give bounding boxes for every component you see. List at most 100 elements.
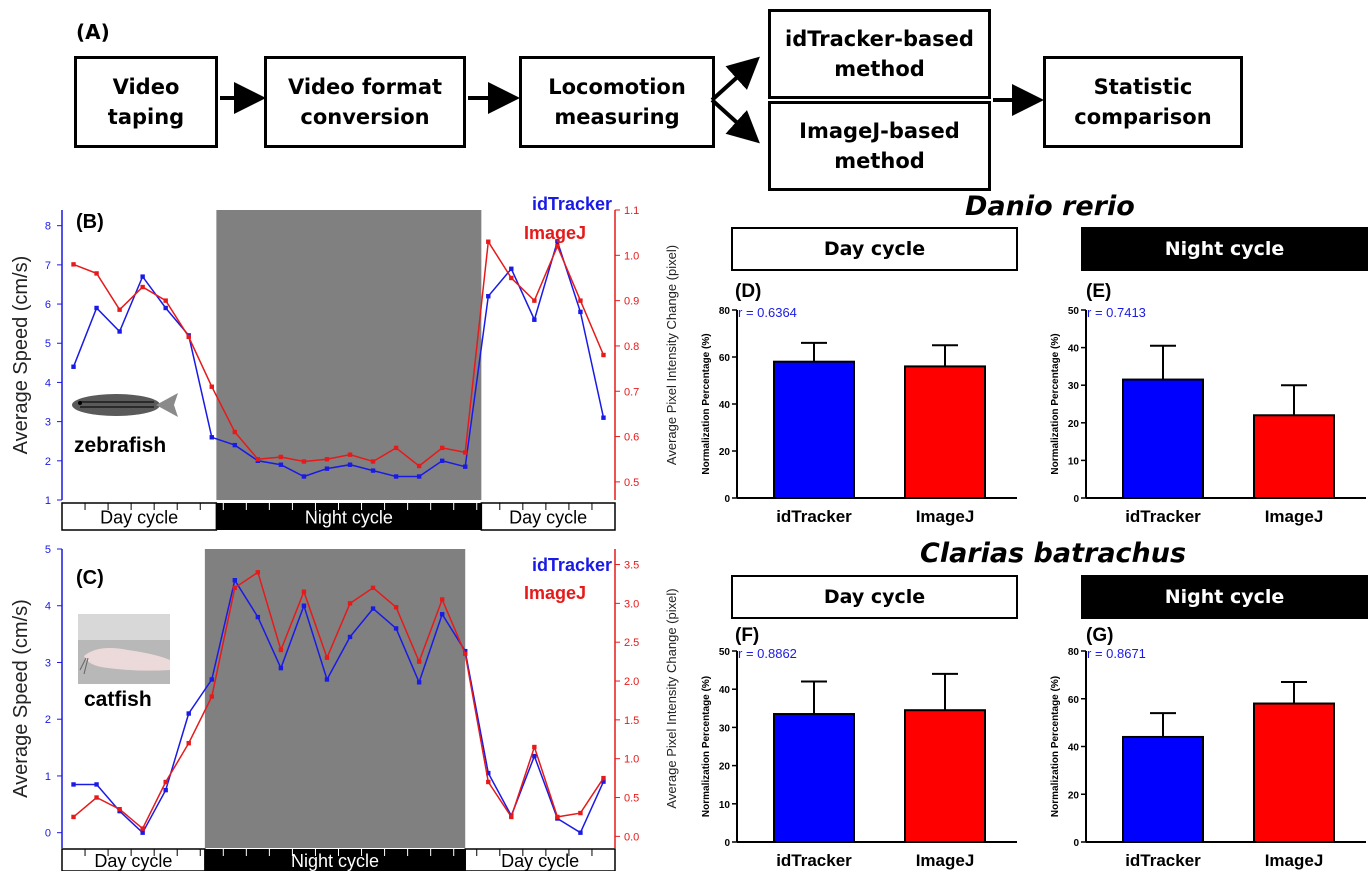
data-point [416, 474, 422, 479]
right-tick-label: 0.0 [624, 831, 639, 843]
panel-label: (E) [1086, 281, 1111, 302]
data-point [71, 782, 76, 787]
data-point [278, 462, 284, 467]
catfish-icon [78, 614, 170, 684]
category-label: idTracker [776, 851, 852, 870]
data-point [301, 474, 307, 479]
category-label: ImageJ [916, 507, 975, 526]
bar-idtracker [773, 713, 855, 844]
data-point [117, 329, 122, 334]
data-point [532, 298, 537, 303]
y-axis-title-left: Average Speed (cm/s) [10, 256, 32, 455]
y-tick-label: 0 [724, 838, 730, 849]
y-tick-label: 10 [1068, 456, 1080, 467]
line-chart-b: 1 2 3 4 5 6 7 8 0.5 0.6 0.7 0.8 0.9 1.0 1.1 Average Spe… [10, 194, 679, 531]
legend-imagej: ImageJ [524, 583, 586, 603]
data-point [347, 462, 353, 467]
y-tick-label: 50 [719, 647, 731, 658]
panel-label: (F) [735, 625, 759, 646]
cycle-box-night-danio: Night cycle [1081, 227, 1368, 271]
right-tick-label: 2.0 [624, 676, 639, 688]
data-point [347, 634, 353, 640]
right-tick-label: 1.0 [624, 250, 639, 262]
data-point [278, 665, 284, 671]
category-label: ImageJ [1265, 851, 1324, 870]
data-point [393, 605, 399, 610]
left-tick-label: 3 [45, 657, 51, 669]
data-point [347, 601, 353, 606]
y-tick-label: 40 [719, 685, 731, 696]
data-point [463, 450, 468, 455]
y-tick-label: 40 [1068, 344, 1080, 355]
right-tick-label: 1.5 [624, 715, 639, 727]
y-tick-label: 50 [1068, 306, 1080, 317]
data-point [601, 352, 606, 358]
data-point [71, 262, 76, 267]
y-tick-label: 10 [719, 800, 731, 811]
left-tick-label: 3 [45, 417, 51, 429]
cycle-box-day-clarias: Day cycle [731, 575, 1018, 619]
data-point [393, 445, 399, 451]
data-point [416, 463, 422, 469]
left-tick-label: 2 [45, 714, 51, 726]
right-tick-label: 3.5 [624, 560, 639, 572]
panel-label-a: (A) [76, 20, 110, 44]
data-point [416, 680, 422, 685]
animal-label: catfish [84, 688, 152, 711]
y-tick-label: 40 [719, 400, 731, 411]
strip-night-label: Night cycle [305, 508, 393, 528]
left-tick-label: 5 [45, 338, 51, 350]
data-point [509, 266, 514, 271]
data-point [601, 779, 606, 784]
data-point [370, 606, 376, 611]
bar-chart-e: 0 10 20 30 40 50 Normalization Percentage (%) (… [1050, 281, 1366, 526]
y-axis-title: Normalization Percentage (%) [1050, 333, 1061, 474]
data-point [324, 457, 330, 462]
right-tick-label: 2.5 [624, 637, 639, 649]
cycle-box-day-danio: Day cycle [731, 227, 1018, 271]
arrow-3 [710, 56, 760, 102]
cycle-box-night-clarias: Night cycle [1081, 575, 1368, 619]
data-point [532, 317, 537, 322]
bar-idtracker [1122, 735, 1204, 844]
strip-night [216, 503, 482, 530]
data-point [439, 445, 445, 451]
data-point [324, 655, 330, 660]
category-label: idTracker [1125, 507, 1201, 526]
heading-clarias: Clarias batrachus [920, 538, 1187, 569]
data-point [601, 775, 606, 781]
data-point [94, 795, 99, 800]
data-point [555, 239, 560, 244]
flow-step-video-taping: Video taping [74, 56, 218, 148]
data-point [555, 244, 560, 249]
left-tick-label: 4 [45, 377, 51, 389]
data-point [463, 464, 468, 469]
right-tick-label: 0.6 [624, 432, 639, 444]
data-point [532, 744, 537, 750]
strip-night-label: Night cycle [291, 851, 379, 871]
data-point [439, 612, 445, 617]
data-point [532, 753, 537, 759]
data-point [578, 298, 583, 303]
data-point [117, 307, 122, 312]
panel-label: (D) [735, 281, 761, 302]
data-point [94, 305, 99, 311]
strip-day-label-1: Day cycle [94, 851, 172, 871]
y-tick-label: 30 [1068, 381, 1080, 392]
data-point [301, 603, 307, 608]
data-point [255, 570, 261, 575]
y-tick-label: 40 [1068, 743, 1080, 754]
night-shade-c [204, 549, 466, 848]
data-point [255, 457, 261, 462]
data-point [209, 677, 214, 682]
data-point [209, 694, 214, 699]
data-point [486, 770, 491, 776]
left-tick-label: 1 [45, 771, 51, 783]
data-point [232, 429, 238, 435]
data-point [94, 271, 99, 276]
left-tick-label: 4 [45, 601, 51, 613]
data-point [278, 454, 284, 460]
strip-day-label-1: Day cycle [100, 508, 178, 528]
